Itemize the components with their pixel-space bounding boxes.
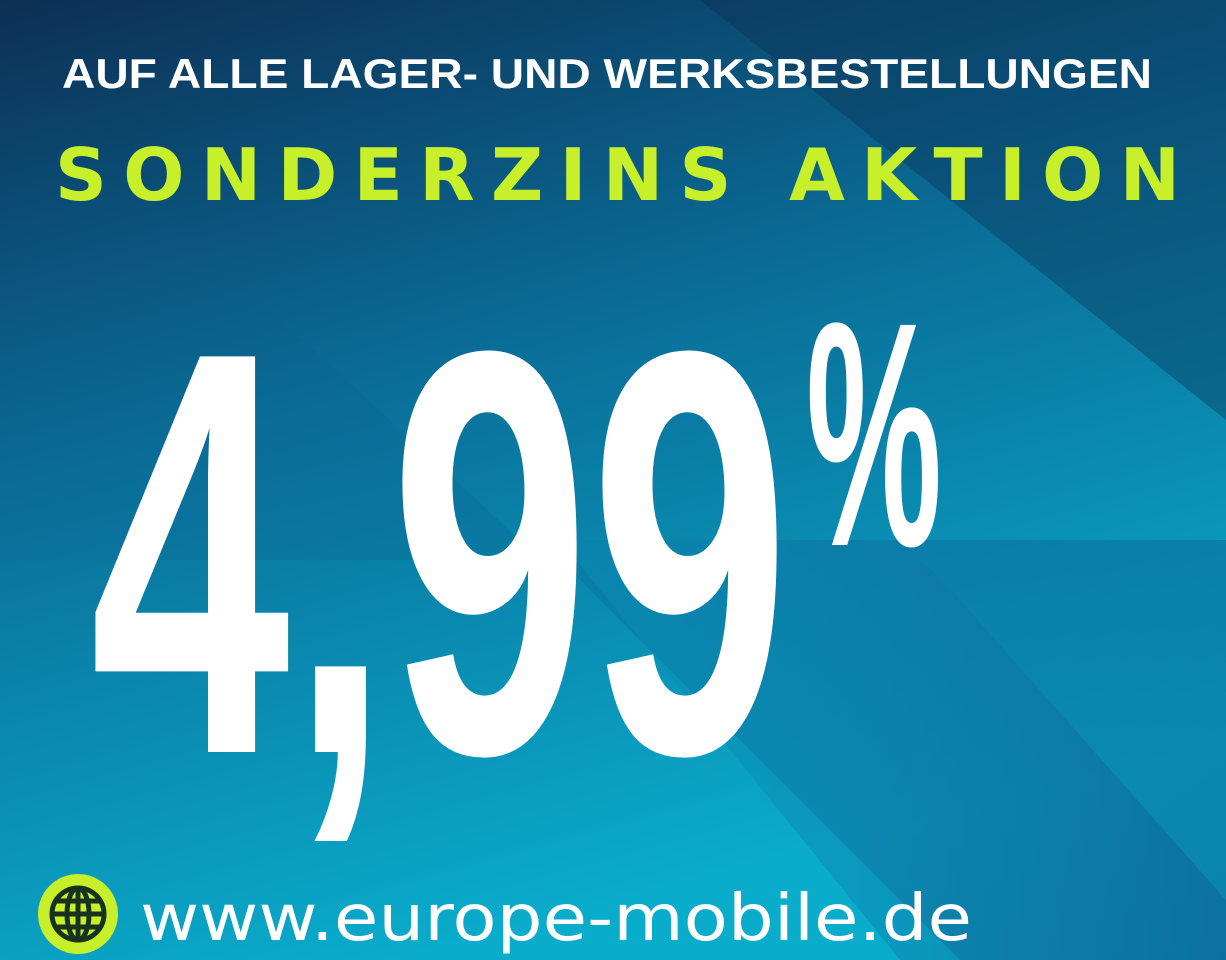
website-url[interactable]: www.europe-mobile.de	[140, 882, 972, 956]
globe-icon	[38, 874, 118, 954]
promo-title: SONDERZINS AKTION	[55, 133, 1180, 217]
rate-value: 4,99	[90, 231, 790, 874]
background-band-lower	[560, 540, 1226, 960]
rate-unit: %	[806, 255, 942, 613]
headline: AUF ALLE LAGER- UND WERKSBESTELLUNGEN	[62, 50, 1152, 97]
background-corner	[700, 0, 1226, 420]
